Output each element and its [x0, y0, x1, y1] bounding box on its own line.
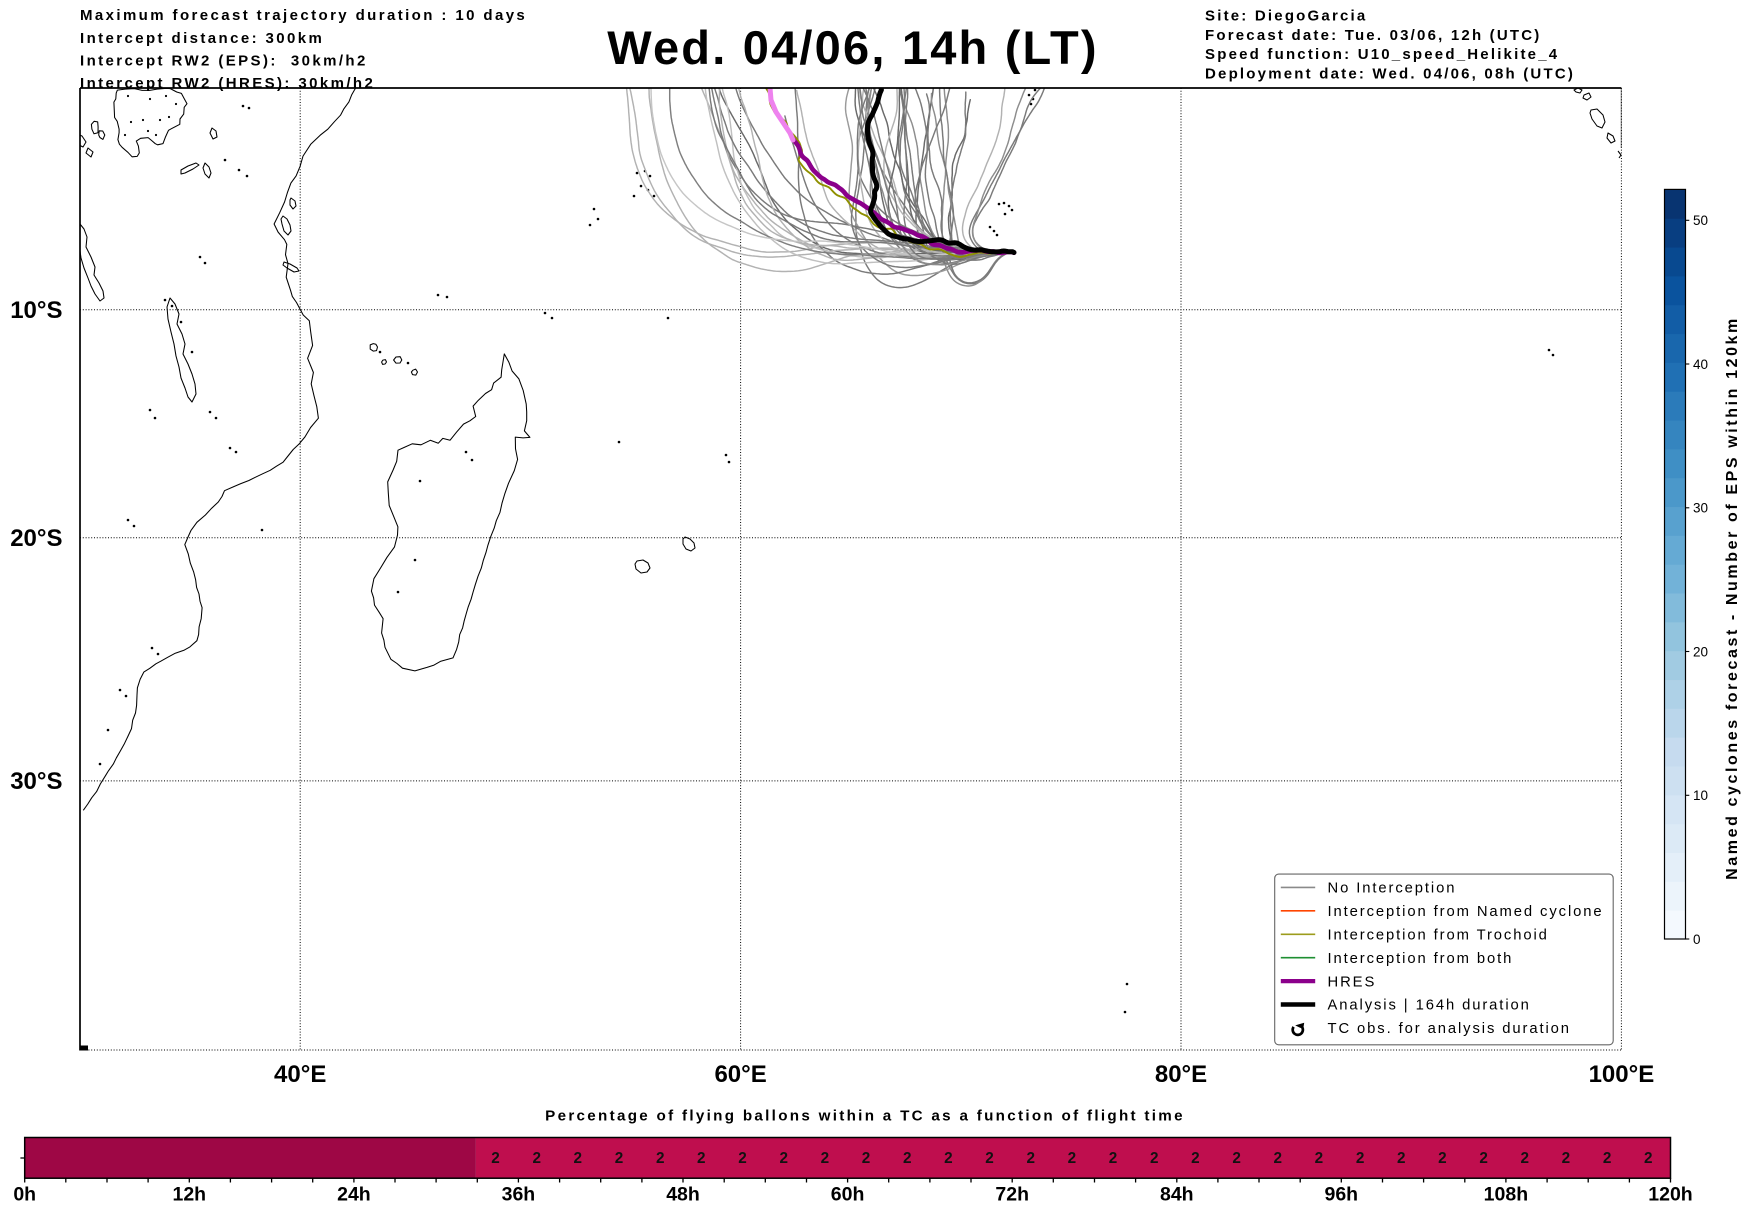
- svg-text:2: 2: [1521, 1150, 1530, 1167]
- svg-text:2: 2: [821, 1150, 830, 1167]
- svg-text:40: 40: [1693, 357, 1708, 372]
- svg-text:No Interception: No Interception: [1328, 881, 1457, 897]
- svg-text:Analysis | 164h duration: Analysis | 164h duration: [1328, 998, 1531, 1014]
- svg-text:2: 2: [903, 1150, 912, 1167]
- svg-text:Intercept RW2 (EPS): 30km/h2: Intercept RW2 (EPS): 30km/h2: [80, 52, 368, 69]
- svg-text:Interception from both: Interception from both: [1328, 951, 1514, 967]
- svg-text:80°E: 80°E: [1155, 1061, 1207, 1088]
- svg-text:2: 2: [615, 1150, 624, 1167]
- svg-text:20: 20: [1693, 644, 1708, 659]
- svg-text:100°E: 100°E: [1589, 1061, 1655, 1088]
- svg-text:2: 2: [1273, 1150, 1282, 1167]
- svg-text:2: 2: [1109, 1150, 1118, 1167]
- svg-text:2: 2: [697, 1150, 706, 1167]
- svg-text:Wed. 04/06, 14h (LT): Wed. 04/06, 14h (LT): [607, 21, 1099, 74]
- svg-text:Speed function: U10_speed_Heli: Speed function: U10_speed_Helikite_4: [1205, 46, 1559, 63]
- svg-text:2: 2: [1026, 1150, 1035, 1167]
- svg-text:2: 2: [1397, 1150, 1406, 1167]
- svg-text:2: 2: [1150, 1150, 1159, 1167]
- svg-text:24h: 24h: [337, 1184, 371, 1206]
- svg-text:2: 2: [1562, 1150, 1571, 1167]
- svg-text:Interception from Named cyclon: Interception from Named cyclone: [1328, 904, 1604, 920]
- svg-text:60°E: 60°E: [714, 1061, 766, 1088]
- svg-text:2: 2: [1191, 1150, 1200, 1167]
- svg-text:96h: 96h: [1324, 1184, 1358, 1206]
- svg-text:2: 2: [985, 1150, 994, 1167]
- svg-text:Forecast date: Tue. 03/06, 12h: Forecast date: Tue. 03/06, 12h (UTC): [1205, 27, 1542, 44]
- svg-text:40°E: 40°E: [274, 1061, 326, 1088]
- svg-text:2: 2: [1068, 1150, 1077, 1167]
- svg-text:2: 2: [491, 1150, 500, 1167]
- svg-text:36h: 36h: [502, 1184, 536, 1206]
- svg-text:2: 2: [656, 1150, 665, 1167]
- svg-text:120h: 120h: [1648, 1184, 1692, 1206]
- svg-text:60h: 60h: [831, 1184, 865, 1206]
- svg-text:TC obs. for analysis duration: TC obs. for analysis duration: [1328, 1021, 1571, 1037]
- svg-text:Percentage of flying ballons w: Percentage of flying ballons within a TC…: [545, 1108, 1185, 1125]
- svg-text:30: 30: [1693, 501, 1708, 516]
- svg-text:2: 2: [944, 1150, 953, 1167]
- svg-text:50: 50: [1693, 213, 1708, 228]
- svg-text:2: 2: [1232, 1150, 1241, 1167]
- svg-text:2: 2: [862, 1150, 871, 1167]
- svg-text:10°S: 10°S: [10, 297, 62, 324]
- svg-text:0: 0: [1693, 932, 1701, 947]
- svg-text:72h: 72h: [995, 1184, 1029, 1206]
- svg-text:2: 2: [1315, 1150, 1324, 1167]
- svg-text:2: 2: [738, 1150, 747, 1167]
- svg-text:Site: DiegoGarcia: Site: DiegoGarcia: [1205, 8, 1367, 25]
- svg-text:2: 2: [779, 1150, 788, 1167]
- svg-text:48h: 48h: [666, 1184, 700, 1206]
- svg-text:2: 2: [1438, 1150, 1447, 1167]
- svg-text:Maximum forecast trajectory du: Maximum forecast trajectory duration : 1…: [80, 7, 527, 24]
- svg-text:Named cyclones forecast - Numb: Named cyclones forecast - Number of EPS …: [1724, 316, 1741, 880]
- svg-text:2: 2: [1603, 1150, 1612, 1167]
- svg-text:20°S: 20°S: [10, 525, 62, 552]
- svg-text:2: 2: [574, 1150, 583, 1167]
- svg-text:2: 2: [532, 1150, 541, 1167]
- svg-text:84h: 84h: [1160, 1184, 1194, 1206]
- svg-text:Intercept distance: 300km: Intercept distance: 300km: [80, 30, 324, 47]
- svg-text:30°S: 30°S: [10, 768, 62, 795]
- svg-text:0h: 0h: [13, 1184, 36, 1206]
- svg-text:Deployment date: Wed. 04/06, 0: Deployment date: Wed. 04/06, 08h (UTC): [1205, 66, 1575, 83]
- svg-text:2: 2: [1644, 1150, 1653, 1167]
- svg-text:Interception from Trochoid: Interception from Trochoid: [1328, 928, 1549, 944]
- svg-text:12h: 12h: [172, 1184, 206, 1206]
- svg-text:2: 2: [1356, 1150, 1365, 1167]
- svg-text:10: 10: [1693, 788, 1708, 803]
- svg-text:108h: 108h: [1484, 1184, 1528, 1206]
- svg-text:2: 2: [1479, 1150, 1488, 1167]
- svg-text:HRES: HRES: [1328, 974, 1377, 990]
